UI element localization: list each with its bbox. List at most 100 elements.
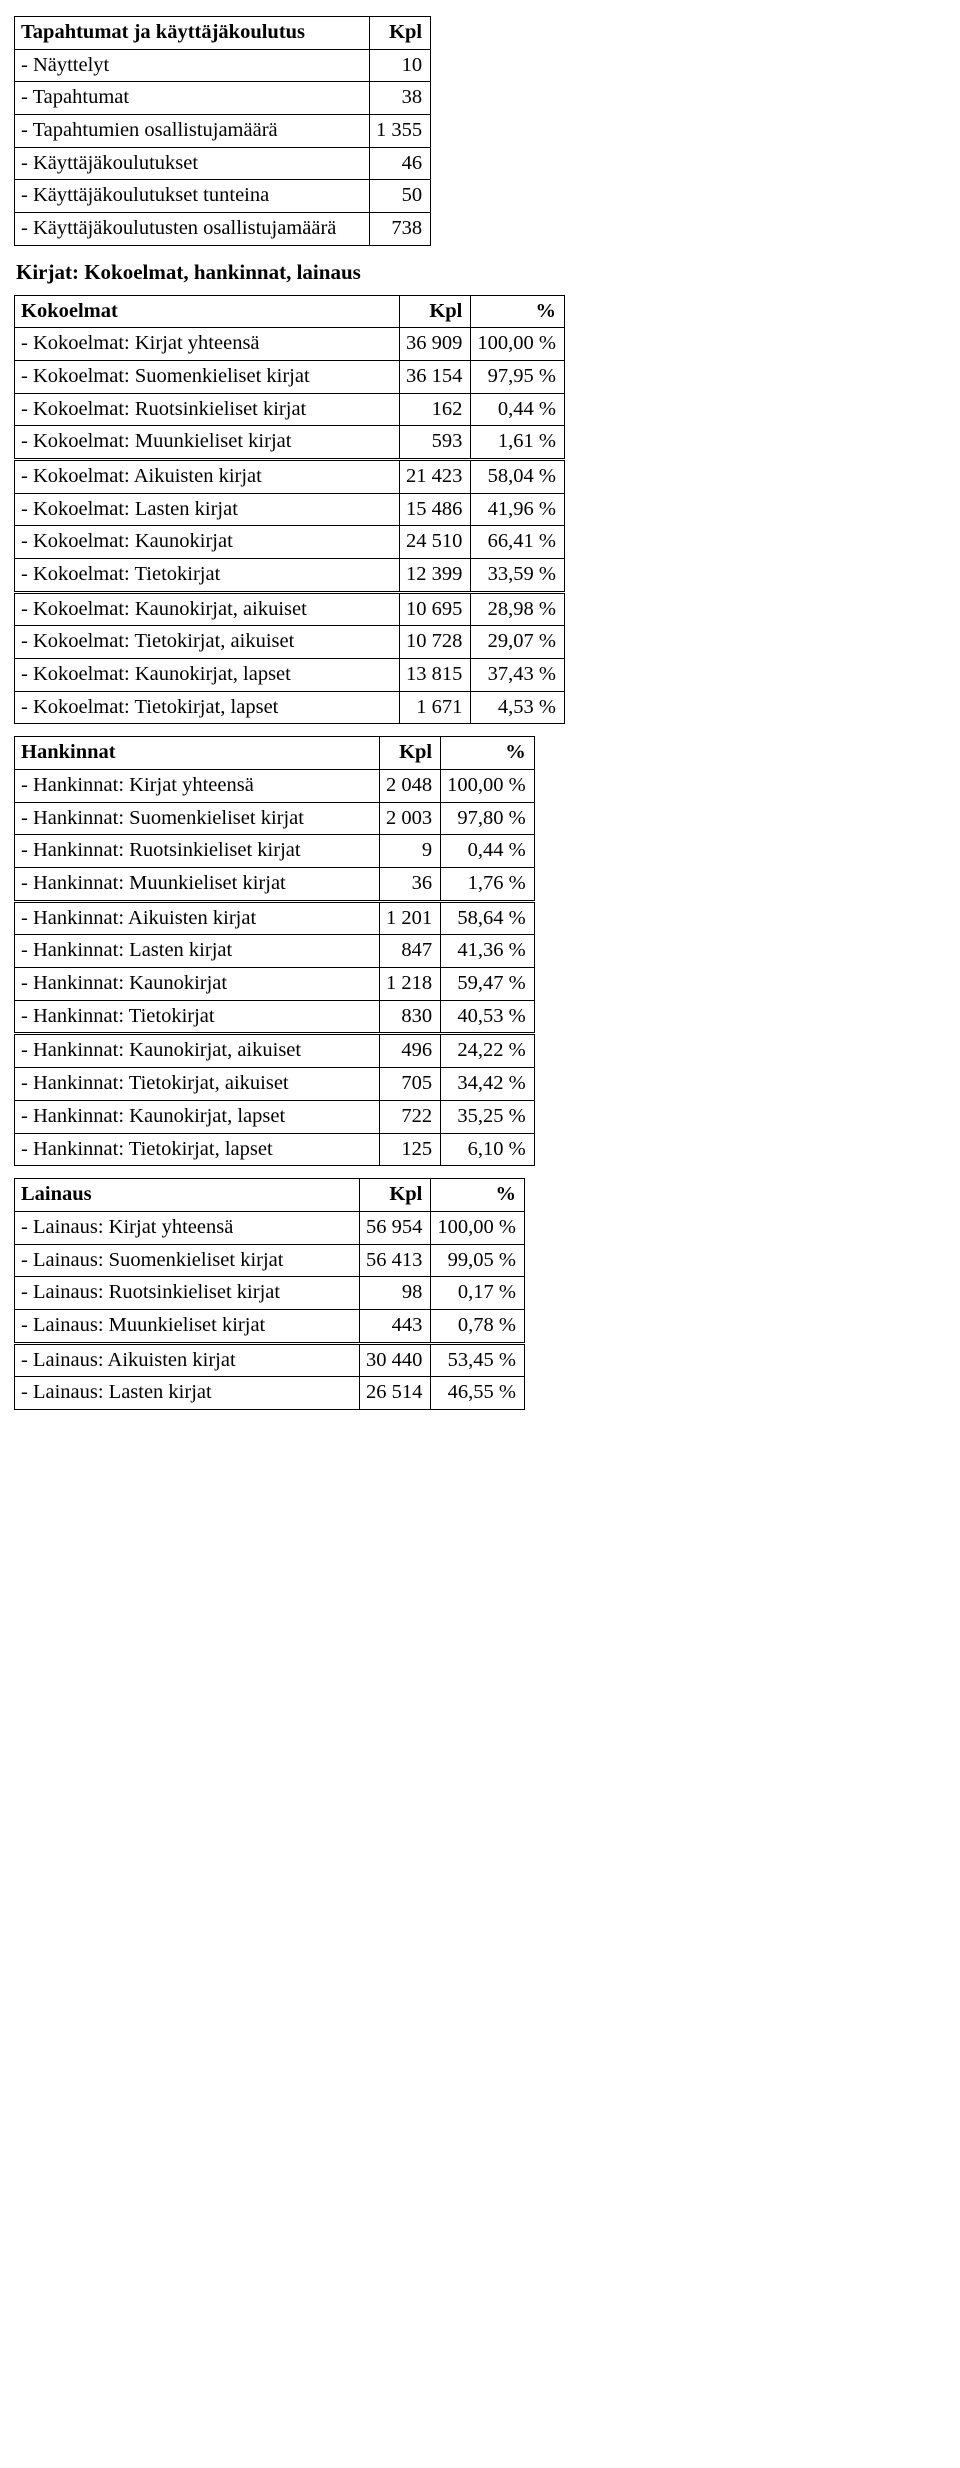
row-pct: 0,17 % [431,1277,525,1310]
row-kpl: 9 [380,835,441,868]
row-pct: 35,25 % [441,1100,535,1133]
table-row: - Hankinnat: Tietokirjat, aikuiset70534,… [15,1068,535,1101]
row-pct: 58,04 % [471,460,565,494]
table-row: - Kokoelmat: Muunkieliset kirjat5931,61 … [15,426,565,460]
row-label: - Käyttäjäkoulutukset [15,147,370,180]
table-row: - Kokoelmat: Kaunokirjat, aikuiset10 695… [15,592,565,626]
row-label: - Lainaus: Ruotsinkieliset kirjat [15,1277,360,1310]
row-pct: 58,64 % [441,901,535,935]
table-row: - Lainaus: Kirjat yhteensä56 954100,00 % [15,1211,525,1244]
lainaus-header-label: Lainaus [15,1179,360,1212]
table-row: - Hankinnat: Kaunokirjat1 21859,47 % [15,968,535,1001]
row-kpl: 443 [360,1309,431,1343]
row-kpl: 162 [400,393,471,426]
row-pct: 0,44 % [471,393,565,426]
row-kpl: 738 [370,213,431,246]
row-kpl: 50 [370,180,431,213]
row-kpl: 1 218 [380,968,441,1001]
kokoelmat-header-kpl: Kpl [400,295,471,328]
row-label: - Kokoelmat: Kaunokirjat [15,526,400,559]
table-row: - Kokoelmat: Aikuisten kirjat21 42358,04… [15,460,565,494]
row-pct: 41,96 % [471,493,565,526]
table-row: - Lainaus: Aikuisten kirjat30 44053,45 % [15,1343,525,1377]
row-label: - Kokoelmat: Kaunokirjat, aikuiset [15,592,400,626]
row-pct: 1,61 % [471,426,565,460]
table-row: - Käyttäjäkoulutukset tunteina50 [15,180,431,213]
table-row: - Käyttäjäkoulutukset46 [15,147,431,180]
row-label: - Kokoelmat: Tietokirjat, lapset [15,691,400,724]
row-label: - Lainaus: Muunkieliset kirjat [15,1309,360,1343]
hankinnat-header-pct: % [441,737,535,770]
row-label: - Kokoelmat: Tietokirjat [15,559,400,593]
row-label: - Lainaus: Kirjat yhteensä [15,1211,360,1244]
table-row: - Kokoelmat: Suomenkieliset kirjat36 154… [15,361,565,394]
row-kpl: 15 486 [400,493,471,526]
row-label: - Kokoelmat: Suomenkieliset kirjat [15,361,400,394]
row-label: - Kokoelmat: Lasten kirjat [15,493,400,526]
row-label: - Kokoelmat: Tietokirjat, aikuiset [15,626,400,659]
row-pct: 66,41 % [471,526,565,559]
row-kpl: 1 355 [370,115,431,148]
lainaus-header-kpl: Kpl [360,1179,431,1212]
row-label: - Hankinnat: Ruotsinkieliset kirjat [15,835,380,868]
table-row: - Kokoelmat: Tietokirjat12 39933,59 % [15,559,565,593]
row-label: - Hankinnat: Muunkieliset kirjat [15,868,380,902]
row-kpl: 10 728 [400,626,471,659]
row-kpl: 56 413 [360,1244,431,1277]
table-row: - Lainaus: Lasten kirjat26 51446,55 % [15,1377,525,1410]
row-pct: 40,53 % [441,1000,535,1034]
row-kpl: 705 [380,1068,441,1101]
row-kpl: 56 954 [360,1211,431,1244]
row-label: - Kokoelmat: Aikuisten kirjat [15,460,400,494]
row-pct: 34,42 % [441,1068,535,1101]
lainaus-table: Lainaus Kpl % - Lainaus: Kirjat yhteensä… [14,1178,525,1410]
table-row: - Hankinnat: Kaunokirjat, lapset72235,25… [15,1100,535,1133]
table-row: - Hankinnat: Lasten kirjat84741,36 % [15,935,535,968]
table-row: - Hankinnat: Tietokirjat, lapset1256,10 … [15,1133,535,1166]
table-row: - Hankinnat: Muunkieliset kirjat361,76 % [15,868,535,902]
row-kpl: 46 [370,147,431,180]
table-row: - Kokoelmat: Lasten kirjat15 48641,96 % [15,493,565,526]
table-row: - Hankinnat: Aikuisten kirjat1 20158,64 … [15,901,535,935]
row-kpl: 1 201 [380,901,441,935]
row-pct: 4,53 % [471,691,565,724]
table-row: - Kokoelmat: Kaunokirjat, lapset13 81537… [15,659,565,692]
row-label: - Hankinnat: Tietokirjat, lapset [15,1133,380,1166]
row-kpl: 98 [360,1277,431,1310]
row-pct: 97,95 % [471,361,565,394]
section-title: Kirjat: Kokoelmat, hankinnat, lainaus [16,260,952,285]
table-row: - Kokoelmat: Kirjat yhteensä36 909100,00… [15,328,565,361]
row-kpl: 30 440 [360,1343,431,1377]
row-pct: 100,00 % [441,770,535,803]
table-row: - Lainaus: Suomenkieliset kirjat56 41399… [15,1244,525,1277]
row-kpl: 2 048 [380,770,441,803]
table-row: - Käyttäjäkoulutusten osallistujamäärä73… [15,213,431,246]
row-label: - Hankinnat: Kaunokirjat [15,968,380,1001]
row-kpl: 36 909 [400,328,471,361]
row-label: - Kokoelmat: Ruotsinkieliset kirjat [15,393,400,426]
row-pct: 33,59 % [471,559,565,593]
table-row: - Tapahtumat38 [15,82,431,115]
kokoelmat-header-pct: % [471,295,565,328]
row-kpl: 2 003 [380,802,441,835]
table-row: - Kokoelmat: Tietokirjat, lapset1 6714,5… [15,691,565,724]
row-label: - Tapahtumat [15,82,370,115]
row-pct: 24,22 % [441,1034,535,1068]
row-label: - Kokoelmat: Muunkieliset kirjat [15,426,400,460]
row-label: - Käyttäjäkoulutusten osallistujamäärä [15,213,370,246]
row-kpl: 496 [380,1034,441,1068]
row-kpl: 36 [380,868,441,902]
row-pct: 53,45 % [431,1343,525,1377]
row-label: - Kokoelmat: Kirjat yhteensä [15,328,400,361]
table-row: - Hankinnat: Ruotsinkieliset kirjat90,44… [15,835,535,868]
row-pct: 0,44 % [441,835,535,868]
row-label: - Käyttäjäkoulutukset tunteina [15,180,370,213]
row-label: - Hankinnat: Suomenkieliset kirjat [15,802,380,835]
table-row: - Kokoelmat: Tietokirjat, aikuiset10 728… [15,626,565,659]
row-pct: 6,10 % [441,1133,535,1166]
hankinnat-header-label: Hankinnat [15,737,380,770]
row-pct: 41,36 % [441,935,535,968]
row-pct: 46,55 % [431,1377,525,1410]
row-label: - Hankinnat: Tietokirjat, aikuiset [15,1068,380,1101]
events-table: Tapahtumat ja käyttäjäkoulutus Kpl - Näy… [14,16,431,246]
